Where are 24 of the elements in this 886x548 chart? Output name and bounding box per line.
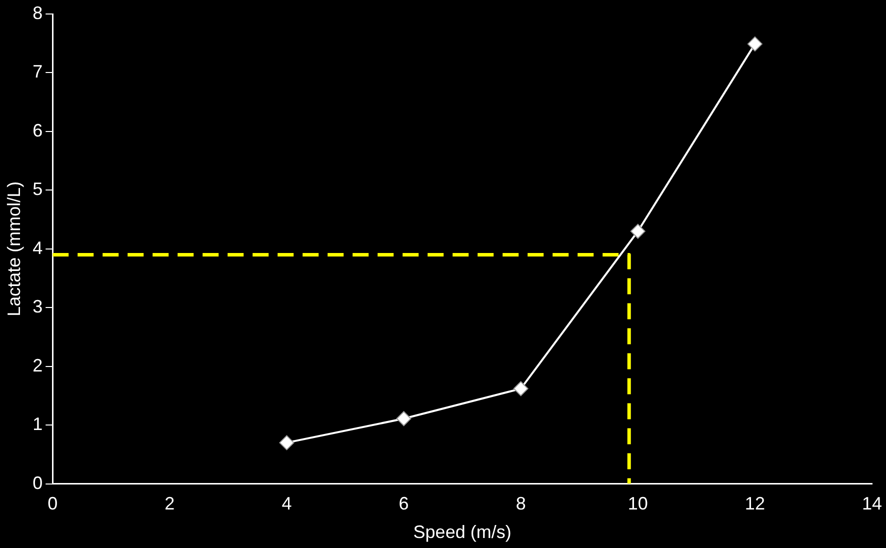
x-tick-label: 8 [516,494,526,514]
y-tick-label: 0 [32,472,43,493]
y-tick-label: 5 [32,179,43,200]
point [513,381,528,396]
x-tick-label: 12 [744,494,765,514]
x-tick-label: 2 [164,494,175,514]
x-tick-label: 4 [282,494,292,514]
point [630,224,646,239]
x-tick-label: 14 [862,494,882,514]
x-tick-label: 10 [628,494,648,514]
y-tick-label: 8 [32,2,43,23]
x-axis-title: Speed (m/s) [413,522,512,542]
point [396,411,412,426]
point [279,435,294,450]
y-tick-label: 3 [32,296,43,317]
y-axis-title: Lactate (mmol/L) [4,181,24,316]
y-tick-label: 6 [32,120,43,140]
point [747,36,762,52]
y-tick-label: 1 [32,414,43,434]
y-tick-label: 4 [32,238,43,258]
y-tick-label: 7 [32,62,43,82]
x-tick-label: 6 [398,494,409,514]
y-tick-label: 2 [32,355,43,376]
x-tick-label: 0 [48,494,58,514]
